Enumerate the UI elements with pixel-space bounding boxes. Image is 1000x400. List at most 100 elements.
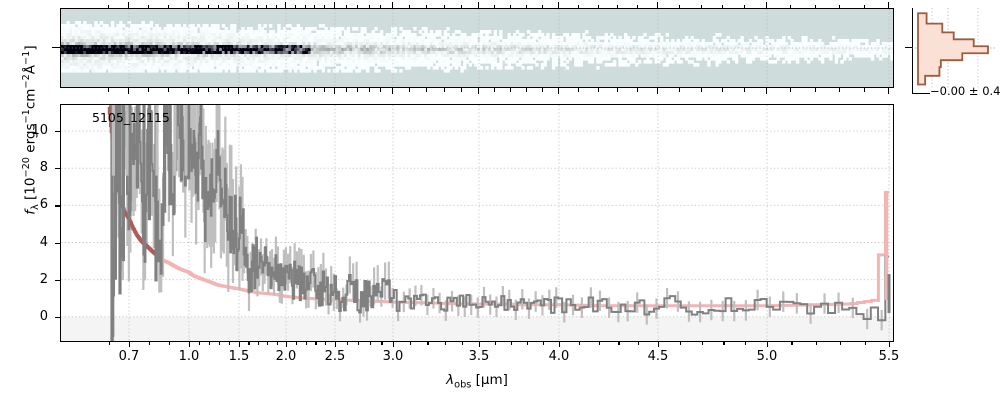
spec2d-major-tick <box>558 2 560 8</box>
x-tick-label: 5.5 <box>878 349 900 364</box>
spec2d-minor-tick <box>460 88 462 92</box>
spec2d-minor-tick <box>510 88 512 92</box>
spec2d-minor-tick <box>790 4 792 8</box>
x-tick <box>129 342 131 347</box>
spec2d-major-tick <box>128 88 130 94</box>
spec2d-minor-tick <box>368 4 370 8</box>
spec2d-minor-tick <box>148 4 150 8</box>
spec2d-major-tick <box>188 2 190 8</box>
spec2d-minor-tick <box>510 4 512 8</box>
y-tick-label: 2 <box>39 271 48 287</box>
spec2d-major-tick <box>238 2 240 8</box>
x-tick-label: 1.5 <box>228 349 250 364</box>
x-minor-tick <box>815 342 817 346</box>
noise-stat-label: −0.00 ± 0.46 <box>930 84 1000 98</box>
x-tick <box>239 342 241 347</box>
y-tick-label: 0 <box>39 308 48 324</box>
y-tick <box>55 242 60 244</box>
spec2d-major-tick <box>285 2 287 8</box>
spec2d-minor-tick <box>409 88 411 92</box>
y-tick-label: 6 <box>39 197 48 213</box>
spec2d-minor-tick <box>617 4 619 8</box>
spec2d-major-tick <box>334 2 336 8</box>
y-tick <box>55 316 60 319</box>
spec2d-panel <box>60 8 894 88</box>
x-minor-tick <box>701 342 703 346</box>
spec2d-major-tick <box>766 2 768 8</box>
noise-histogram <box>912 8 996 88</box>
spec2d-minor-tick <box>380 88 382 92</box>
x-minor-tick <box>444 342 446 346</box>
x-tick <box>286 342 288 347</box>
spec2d-minor-tick <box>357 4 359 8</box>
hist-vertical-axis <box>912 8 914 94</box>
spec2d-minor-tick <box>266 88 268 92</box>
spec2d-minor-tick <box>700 88 702 92</box>
x-tick <box>559 342 561 347</box>
x-minor-tick <box>618 342 620 346</box>
spec2d-minor-tick <box>345 88 347 92</box>
spec2d-minor-tick <box>294 88 296 92</box>
spec2d-major-tick <box>478 88 480 94</box>
spec2d-minor-tick <box>304 4 306 8</box>
spec2d-minor-tick <box>426 4 428 8</box>
spec2d-minor-tick <box>863 88 865 92</box>
spec2d-minor-tick <box>637 4 639 8</box>
spec2d-minor-tick <box>198 88 200 92</box>
spec2d-minor-tick <box>542 88 544 92</box>
x-minor-tick <box>543 342 545 346</box>
y-tick-label: 4 <box>39 234 48 250</box>
spec2d-major-tick <box>888 2 890 8</box>
spec2d-minor-tick <box>790 88 792 92</box>
spec2d-minor-tick <box>597 88 599 92</box>
x-minor-tick <box>248 342 250 346</box>
spec2d-major-tick <box>888 88 890 94</box>
spec2d-minor-tick <box>314 4 316 8</box>
x-minor-tick <box>325 342 327 346</box>
spec2d-major-tick <box>392 2 394 8</box>
x-minor-tick <box>679 342 681 346</box>
x-minor-tick <box>219 342 221 346</box>
hist-horizontal-axis <box>912 93 930 95</box>
x-minor-tick <box>229 342 231 346</box>
spec2d-trace-tick <box>52 47 60 49</box>
spec2d-minor-tick <box>617 88 619 92</box>
spec2d-minor-tick <box>108 88 110 92</box>
x-minor-tick <box>209 342 211 346</box>
x-tick-label: 4.5 <box>647 349 669 364</box>
spec2d-minor-tick <box>208 4 210 8</box>
x-axis-label-unit: [μm] <box>471 372 508 388</box>
object-id-label: 5105_12115 <box>92 110 170 125</box>
x-axis-label-lambda: λ <box>446 372 455 388</box>
x-minor-tick <box>638 342 640 346</box>
spec2d-major-tick <box>238 88 240 94</box>
x-tick-label: 3.5 <box>468 349 490 364</box>
x-minor-tick <box>527 342 529 346</box>
noise-histogram-panel <box>912 8 996 88</box>
spec2d-major-tick <box>128 2 130 8</box>
spec2d-minor-tick <box>218 88 220 92</box>
x-tick-label: 4.0 <box>548 349 570 364</box>
x-minor-tick <box>109 342 111 346</box>
spec2d-minor-tick <box>722 88 724 92</box>
spec2d-minor-tick <box>577 88 579 92</box>
y-tick <box>55 131 60 133</box>
spec2d-minor-tick <box>345 4 347 8</box>
spec2d-minor-tick <box>542 4 544 8</box>
x-minor-tick <box>295 342 297 346</box>
spec2d-minor-tick <box>637 88 639 92</box>
spec2d-major-tick <box>285 88 287 94</box>
x-minor-tick <box>305 342 307 346</box>
spec2d-minor-tick <box>744 88 746 92</box>
main-spectrum-panel <box>60 104 894 342</box>
x-minor-tick <box>598 342 600 346</box>
x-minor-tick <box>381 342 383 346</box>
spec2d-minor-tick <box>228 4 230 8</box>
spec2d-minor-tick <box>168 4 170 8</box>
hist-center-tick <box>905 47 913 49</box>
x-minor-tick <box>276 342 278 346</box>
x-minor-tick <box>169 342 171 346</box>
spec2d-major-tick <box>392 88 394 94</box>
x-minor-tick <box>578 342 580 346</box>
spec2d-minor-tick <box>426 88 428 92</box>
